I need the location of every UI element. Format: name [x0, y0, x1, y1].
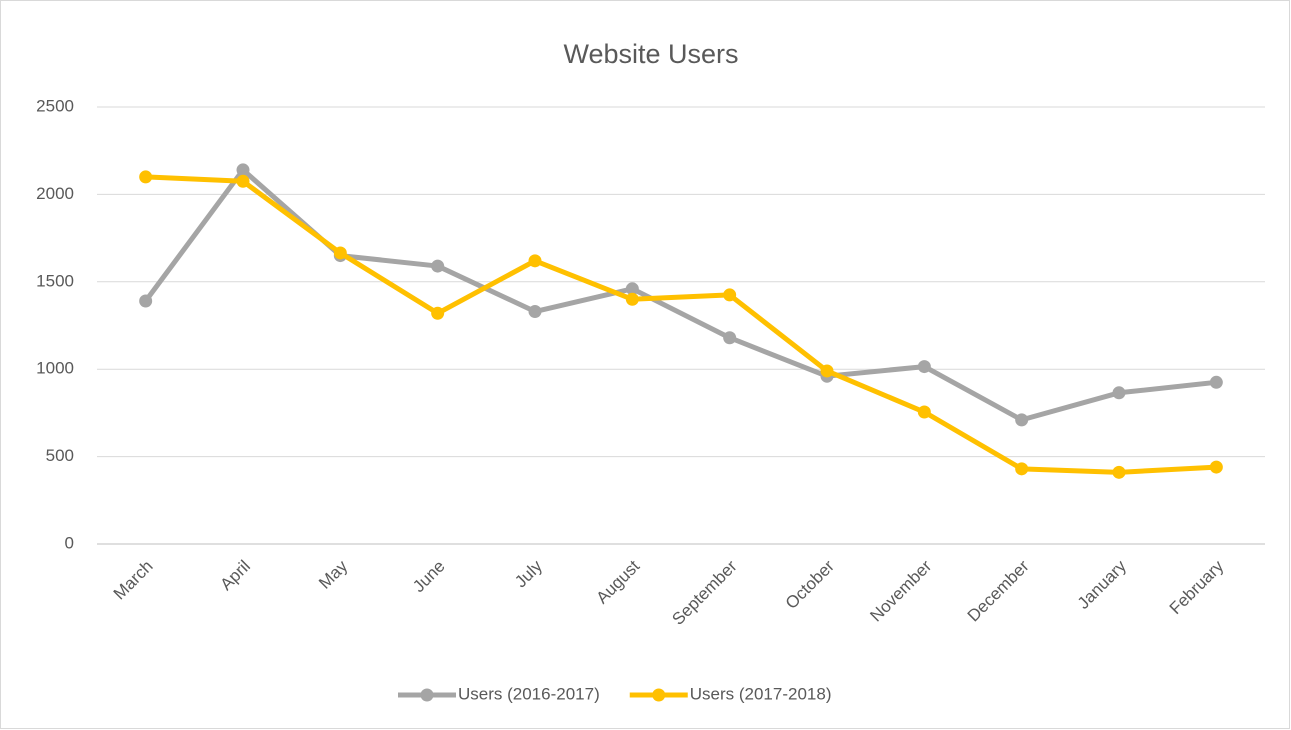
data-point — [1112, 465, 1126, 479]
legend-item: Users (2017-2018) — [629, 684, 832, 703]
y-tick-label: 2000 — [36, 184, 74, 203]
data-point — [431, 259, 445, 273]
legend-label: Users (2016-2017) — [458, 684, 600, 703]
y-tick-label: 1500 — [36, 271, 74, 290]
y-tick-label: 2500 — [36, 96, 74, 115]
data-point — [333, 246, 347, 260]
data-point — [1015, 462, 1029, 476]
data-point — [528, 305, 542, 319]
data-point — [723, 288, 737, 302]
y-tick-label: 500 — [46, 446, 74, 465]
data-point — [723, 331, 737, 345]
data-point — [431, 306, 445, 320]
data-point — [1015, 413, 1029, 427]
data-point — [528, 254, 542, 268]
chart-title: Website Users — [563, 39, 738, 69]
data-point — [1209, 375, 1223, 389]
data-point — [917, 405, 931, 419]
legend-item: Users (2016-2017) — [398, 684, 600, 703]
y-tick-label: 1000 — [36, 359, 74, 378]
data-point — [917, 360, 931, 374]
series-line — [143, 174, 1219, 475]
y-tick-label: 0 — [65, 533, 74, 552]
legend-label: Users (2017-2018) — [690, 684, 832, 703]
legend-marker — [652, 688, 666, 702]
data-point — [139, 170, 153, 184]
data-point — [625, 292, 639, 306]
data-point — [139, 294, 153, 308]
data-point — [1209, 460, 1223, 474]
data-point — [625, 282, 639, 296]
legend-marker — [420, 688, 434, 702]
data-point — [820, 364, 834, 378]
data-point — [236, 174, 250, 188]
data-point — [1112, 386, 1126, 400]
data-point — [236, 163, 250, 177]
